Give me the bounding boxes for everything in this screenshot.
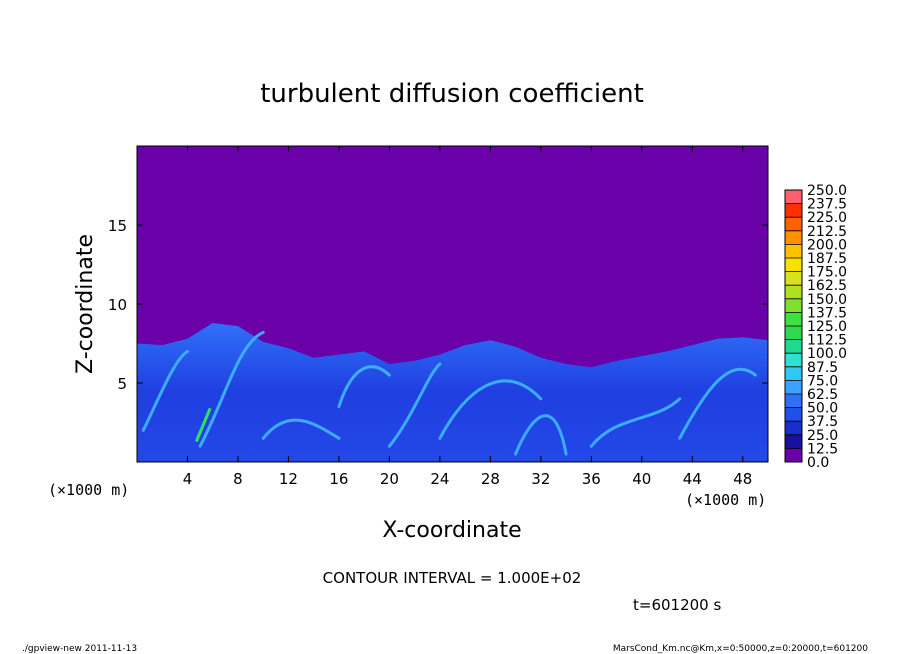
colorbar-swatch (785, 380, 802, 395)
colorbar-label: 62.5 (807, 387, 838, 403)
eddy-streak (198, 330, 265, 448)
turbulent-layer (137, 323, 768, 462)
colorbar-swatch (785, 217, 802, 232)
colorbar-swatch (785, 312, 802, 327)
colorbar-swatch (785, 230, 802, 245)
x-tick-label: 44 (683, 470, 702, 488)
colorbar-label: 75.0 (807, 373, 838, 389)
local-maximum-streak (194, 407, 212, 443)
colorbar-label: 0.0 (807, 455, 829, 471)
x-tick-label: 32 (531, 470, 550, 488)
colorbar-label: 175.0 (807, 265, 847, 281)
colorbar-label: 200.0 (807, 237, 847, 253)
colorbar-swatch (785, 190, 802, 204)
colorbar-label: 250.0 (807, 183, 847, 199)
colorbar-label: 237.5 (807, 197, 847, 213)
colorbar-swatch (785, 421, 802, 436)
x-unit-label-right: (×1000 m) (685, 491, 766, 509)
colorbar-swatch (785, 353, 802, 368)
x-axis: 4 8 12 16 20 24 28 32 36 40 44 48 (183, 146, 752, 488)
x-tick-label: 24 (430, 470, 449, 488)
colorbar-label: 212.5 (807, 224, 847, 240)
colorbar-label: 87.5 (807, 360, 838, 376)
y-axis-title: Z-coordinate (73, 234, 98, 374)
colorbar-swatch (785, 339, 802, 354)
time-text: t=601200 s (633, 596, 721, 614)
y-tick-label: 15 (108, 217, 127, 235)
colorbar-label: 25.0 (807, 428, 838, 444)
x-tick-label: 8 (233, 470, 243, 488)
colorbar-swatch (785, 271, 802, 286)
colorbar-label: 37.5 (807, 414, 838, 430)
x-tick-label: 40 (632, 470, 651, 488)
contour-interval-text: CONTOUR INTERVAL = 1.000E+02 (323, 569, 582, 587)
chart-title: turbulent diffusion coefficient (260, 79, 644, 109)
colorbar-swatch (785, 407, 802, 422)
colorbar-swatch (785, 285, 802, 300)
x-tick-label: 28 (481, 470, 500, 488)
colorbar-label: 125.0 (807, 319, 847, 335)
turbulent-streaks (141, 330, 757, 456)
eddy-streak (514, 414, 568, 456)
colorbar-label: 187.5 (807, 251, 847, 267)
colorbar-label: 150.0 (807, 292, 847, 308)
colorbar-swatch (785, 394, 802, 408)
colorbar-swatch (785, 434, 802, 449)
x-tick-label: 4 (183, 470, 193, 488)
colorbar-swatch (785, 298, 802, 313)
x-unit-label-left: (×1000 m) (48, 481, 129, 499)
x-tick-label: 48 (733, 470, 752, 488)
x-tick-label: 36 (582, 470, 601, 488)
plot-area (137, 146, 768, 462)
y-tick-label: 10 (108, 296, 127, 314)
colorbar-label: 112.5 (807, 333, 847, 349)
colorbar-swatch (785, 448, 802, 463)
colorbar-label: 100.0 (807, 346, 847, 362)
x-tick-label: 20 (380, 470, 399, 488)
x-tick-label: 12 (279, 470, 298, 488)
eddy-streak (387, 362, 442, 448)
y-axis: 5 10 15 (108, 217, 768, 393)
colorbar-label: 137.5 (807, 305, 847, 321)
colorbar-label: 50.0 (807, 401, 838, 417)
x-axis-title: X-coordinate (382, 518, 521, 543)
colorbar-label: 12.5 (807, 441, 838, 457)
y-tick-label: 5 (117, 375, 127, 393)
eddy-streak (261, 418, 341, 440)
colorbar: 0.012.525.037.550.062.575.087.5100.0112.… (784, 183, 847, 471)
colorbar-swatch (785, 326, 802, 340)
colorbar-label: 225.0 (807, 210, 847, 226)
eddy-streak (438, 379, 543, 440)
colorbar-swatch (785, 244, 802, 259)
footer-source: MarsCond_Km.nc@Km,x=0:50000,z=0:20000,t=… (613, 644, 868, 654)
colorbar-swatch (785, 366, 802, 381)
colorbar-swatch (785, 203, 802, 218)
footer-program: ./gpview-new 2011-11-13 (22, 644, 137, 654)
colorbar-label: 162.5 (807, 278, 847, 294)
colorbar-swatch (785, 258, 802, 272)
x-tick-label: 16 (329, 470, 348, 488)
eddy-streak (678, 367, 757, 440)
eddy-streak (589, 397, 682, 448)
eddy-streak (141, 349, 189, 432)
eddy-streak (337, 365, 391, 409)
